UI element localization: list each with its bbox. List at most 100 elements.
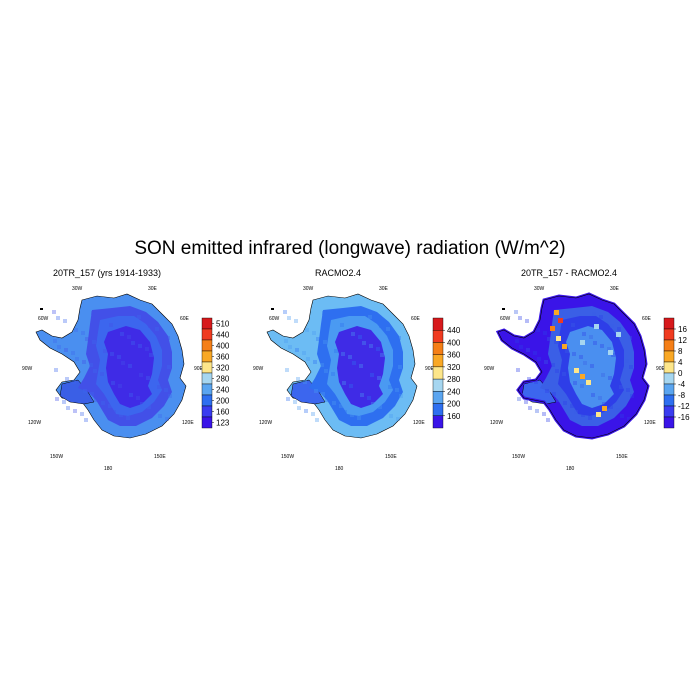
grid-cell — [518, 316, 522, 320]
longitude-label: 30E — [610, 286, 620, 292]
grid-cell — [80, 412, 84, 416]
grid-cell — [533, 351, 537, 355]
longitude-label: 180 — [566, 466, 575, 470]
grid-cell — [609, 405, 613, 409]
grid-cell — [103, 349, 107, 353]
grid-cell — [296, 377, 300, 381]
grid-cell — [94, 398, 98, 402]
grid-cell — [146, 376, 150, 380]
colorbar-label: 280 — [447, 375, 461, 384]
grid-cell — [302, 351, 306, 355]
colorbar-swatch — [663, 317, 675, 330]
grid-cell — [66, 406, 70, 410]
grid-cell — [551, 363, 555, 367]
grid-cell — [57, 345, 61, 349]
grid-cell — [526, 348, 530, 352]
grid-cell — [286, 397, 290, 401]
grid-cell — [547, 337, 551, 341]
grid-cell — [92, 340, 96, 344]
grid-cell — [148, 324, 152, 328]
grid-cell — [311, 412, 315, 416]
longitude-label: 180 — [335, 466, 344, 470]
longitude-label: 150E — [385, 454, 397, 460]
grid-cell — [71, 351, 75, 355]
colorbar-swatch — [663, 339, 675, 352]
interior-plateau — [566, 326, 616, 408]
grid-cell — [359, 364, 363, 368]
colorbar-swatch — [663, 394, 675, 407]
grid-cell — [85, 337, 89, 341]
interior-plateau — [335, 326, 385, 408]
grid-cell — [388, 385, 392, 389]
longitude-label: 30E — [379, 286, 389, 292]
grid-cell — [352, 361, 356, 365]
grid-cell — [556, 398, 560, 402]
panel-difference: 20TR_157 - RACMO2.4 30W 30E 60W 60E 90W 90E 12… — [484, 268, 700, 478]
grid-cell — [55, 397, 59, 401]
grid-cell — [525, 319, 529, 323]
colorbar-label: -12 — [678, 402, 690, 411]
grid-cell — [396, 417, 400, 421]
grid-cell — [626, 388, 630, 392]
anomaly-cell — [596, 412, 601, 417]
grid-cell — [630, 394, 634, 398]
grid-cell — [62, 400, 66, 404]
anomaly-cell — [556, 336, 561, 341]
longitude-label: 90W — [253, 366, 264, 372]
grid-cell — [598, 396, 602, 400]
colorbar-swatch — [432, 330, 444, 343]
grid-cell — [590, 364, 594, 368]
grid-cell — [515, 339, 519, 343]
grid-cell — [398, 365, 402, 369]
antarctica-map: 30W 30E 60W 60E 90W 90E 120W 120E 150W 150E 180 — [22, 286, 204, 470]
grid-cell — [149, 353, 153, 357]
grid-cell — [168, 394, 172, 398]
grid-cell — [165, 417, 169, 421]
grid-cell — [348, 355, 352, 359]
longitude-label: 120E — [413, 420, 425, 426]
grid-cell — [370, 373, 374, 377]
grid-cell — [295, 348, 299, 352]
longitude-label: 30W — [72, 286, 83, 292]
grid-cell — [84, 418, 88, 422]
grid-cell — [334, 349, 338, 353]
grid-cell — [572, 352, 576, 356]
grid-cell — [519, 345, 523, 349]
anomaly-cell — [586, 380, 591, 385]
longitude-label: 150E — [616, 454, 628, 460]
grid-cell — [324, 369, 328, 373]
panel-title: 20TR_157 - RACMO2.4 — [520, 268, 618, 278]
grid-cell — [332, 401, 336, 405]
figure-title: SON emitted infrared (longwave) radiatio… — [134, 238, 566, 259]
grid-cell — [128, 364, 132, 368]
grid-cell — [140, 402, 144, 406]
grid-cell — [573, 381, 577, 385]
grid-cell — [304, 409, 308, 413]
grid-cell — [314, 389, 318, 393]
grid-cell — [564, 320, 568, 324]
grid-cell — [592, 312, 596, 316]
colorbar-swatch — [201, 361, 213, 374]
grid-cell — [111, 381, 115, 385]
grid-cell — [52, 310, 56, 314]
antarctica-map: 30W 30E 60W 60E 90W 90E 120W 120E 150W 150E 180 — [484, 286, 666, 470]
grid-cell — [72, 380, 76, 384]
colorbar-swatch — [432, 366, 444, 380]
grid-cell — [130, 312, 134, 316]
longitude-label: 60W — [38, 316, 49, 322]
grid-cell — [63, 319, 67, 323]
grid-cell — [562, 372, 566, 376]
grid-cell — [158, 414, 162, 418]
grid-cell — [90, 392, 94, 396]
longitude-label: 150E — [154, 454, 166, 460]
grid-cell — [563, 401, 567, 405]
longitude-label: 180 — [104, 466, 113, 470]
colorbar-label: -4 — [678, 380, 686, 389]
grid-cell — [360, 393, 364, 397]
grid-cell — [64, 348, 68, 352]
longitude-label: 90E — [656, 366, 666, 372]
longitude-label: 90W — [22, 366, 33, 372]
grid-cell — [285, 368, 289, 372]
grid-cell — [399, 394, 403, 398]
colorbar-swatch — [201, 383, 213, 396]
